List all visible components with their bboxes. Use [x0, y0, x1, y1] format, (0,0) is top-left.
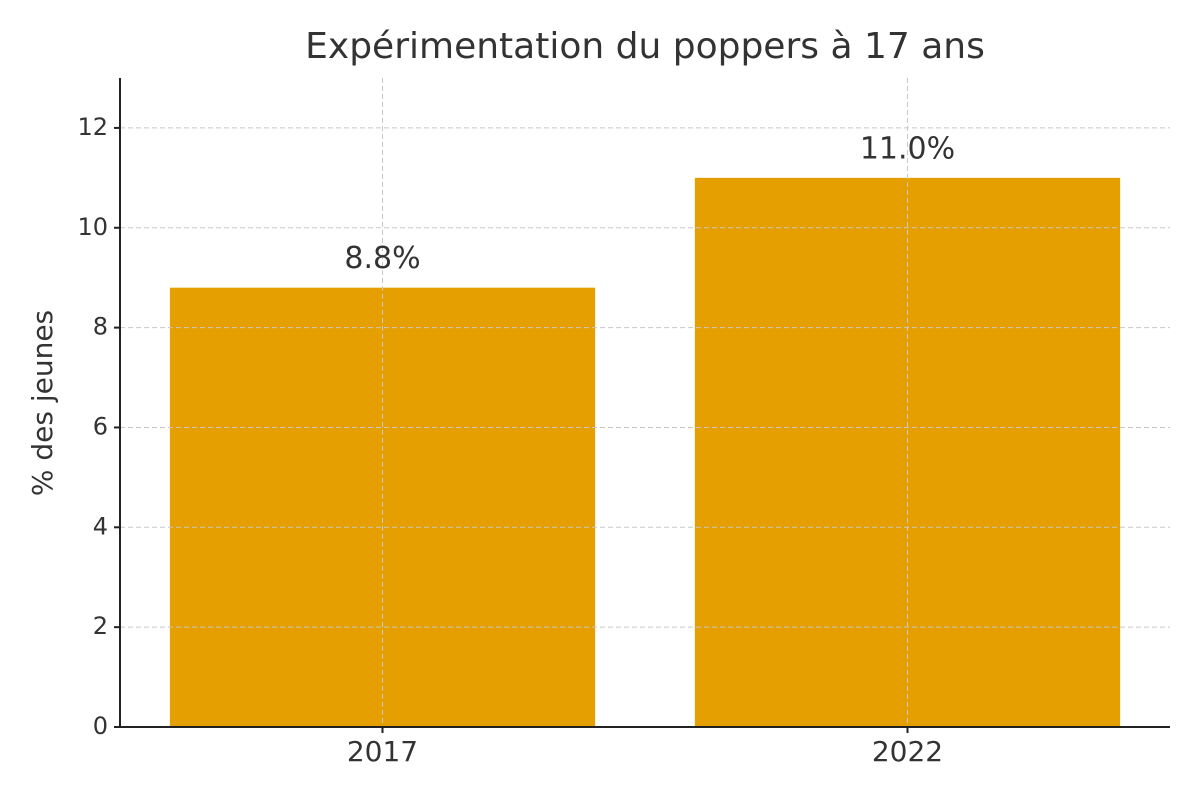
x-tick-label: 2017: [347, 735, 418, 768]
bar: [694, 177, 1121, 727]
x-tick-label: 2022: [872, 735, 943, 768]
y-tick-label: 4: [93, 512, 108, 540]
chart-title: Expérimentation du poppers à 17 ans: [305, 26, 985, 67]
y-tick-label: 8: [93, 313, 108, 341]
y-tick-label: 10: [77, 213, 108, 241]
y-axis-label: % des jeunes: [26, 310, 59, 496]
y-tick-label: 12: [77, 113, 108, 141]
value-label: 11.0%: [860, 131, 955, 166]
value-label: 8.8%: [344, 241, 420, 276]
y-tick-label: 2: [93, 612, 108, 640]
y-tick-label: 6: [93, 412, 108, 440]
y-tick-label: 0: [93, 712, 108, 740]
